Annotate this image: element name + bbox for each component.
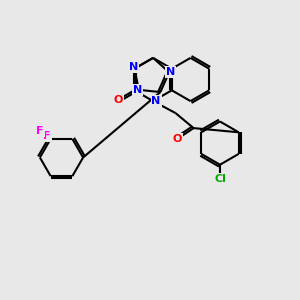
- Text: Cl: Cl: [214, 174, 226, 184]
- Text: N: N: [152, 96, 161, 106]
- Text: O: O: [114, 95, 123, 105]
- Text: O: O: [172, 134, 182, 144]
- Text: N: N: [129, 62, 138, 72]
- Text: N: N: [133, 85, 142, 95]
- Text: F: F: [43, 131, 51, 141]
- Text: N: N: [166, 68, 175, 77]
- Text: F: F: [37, 126, 44, 136]
